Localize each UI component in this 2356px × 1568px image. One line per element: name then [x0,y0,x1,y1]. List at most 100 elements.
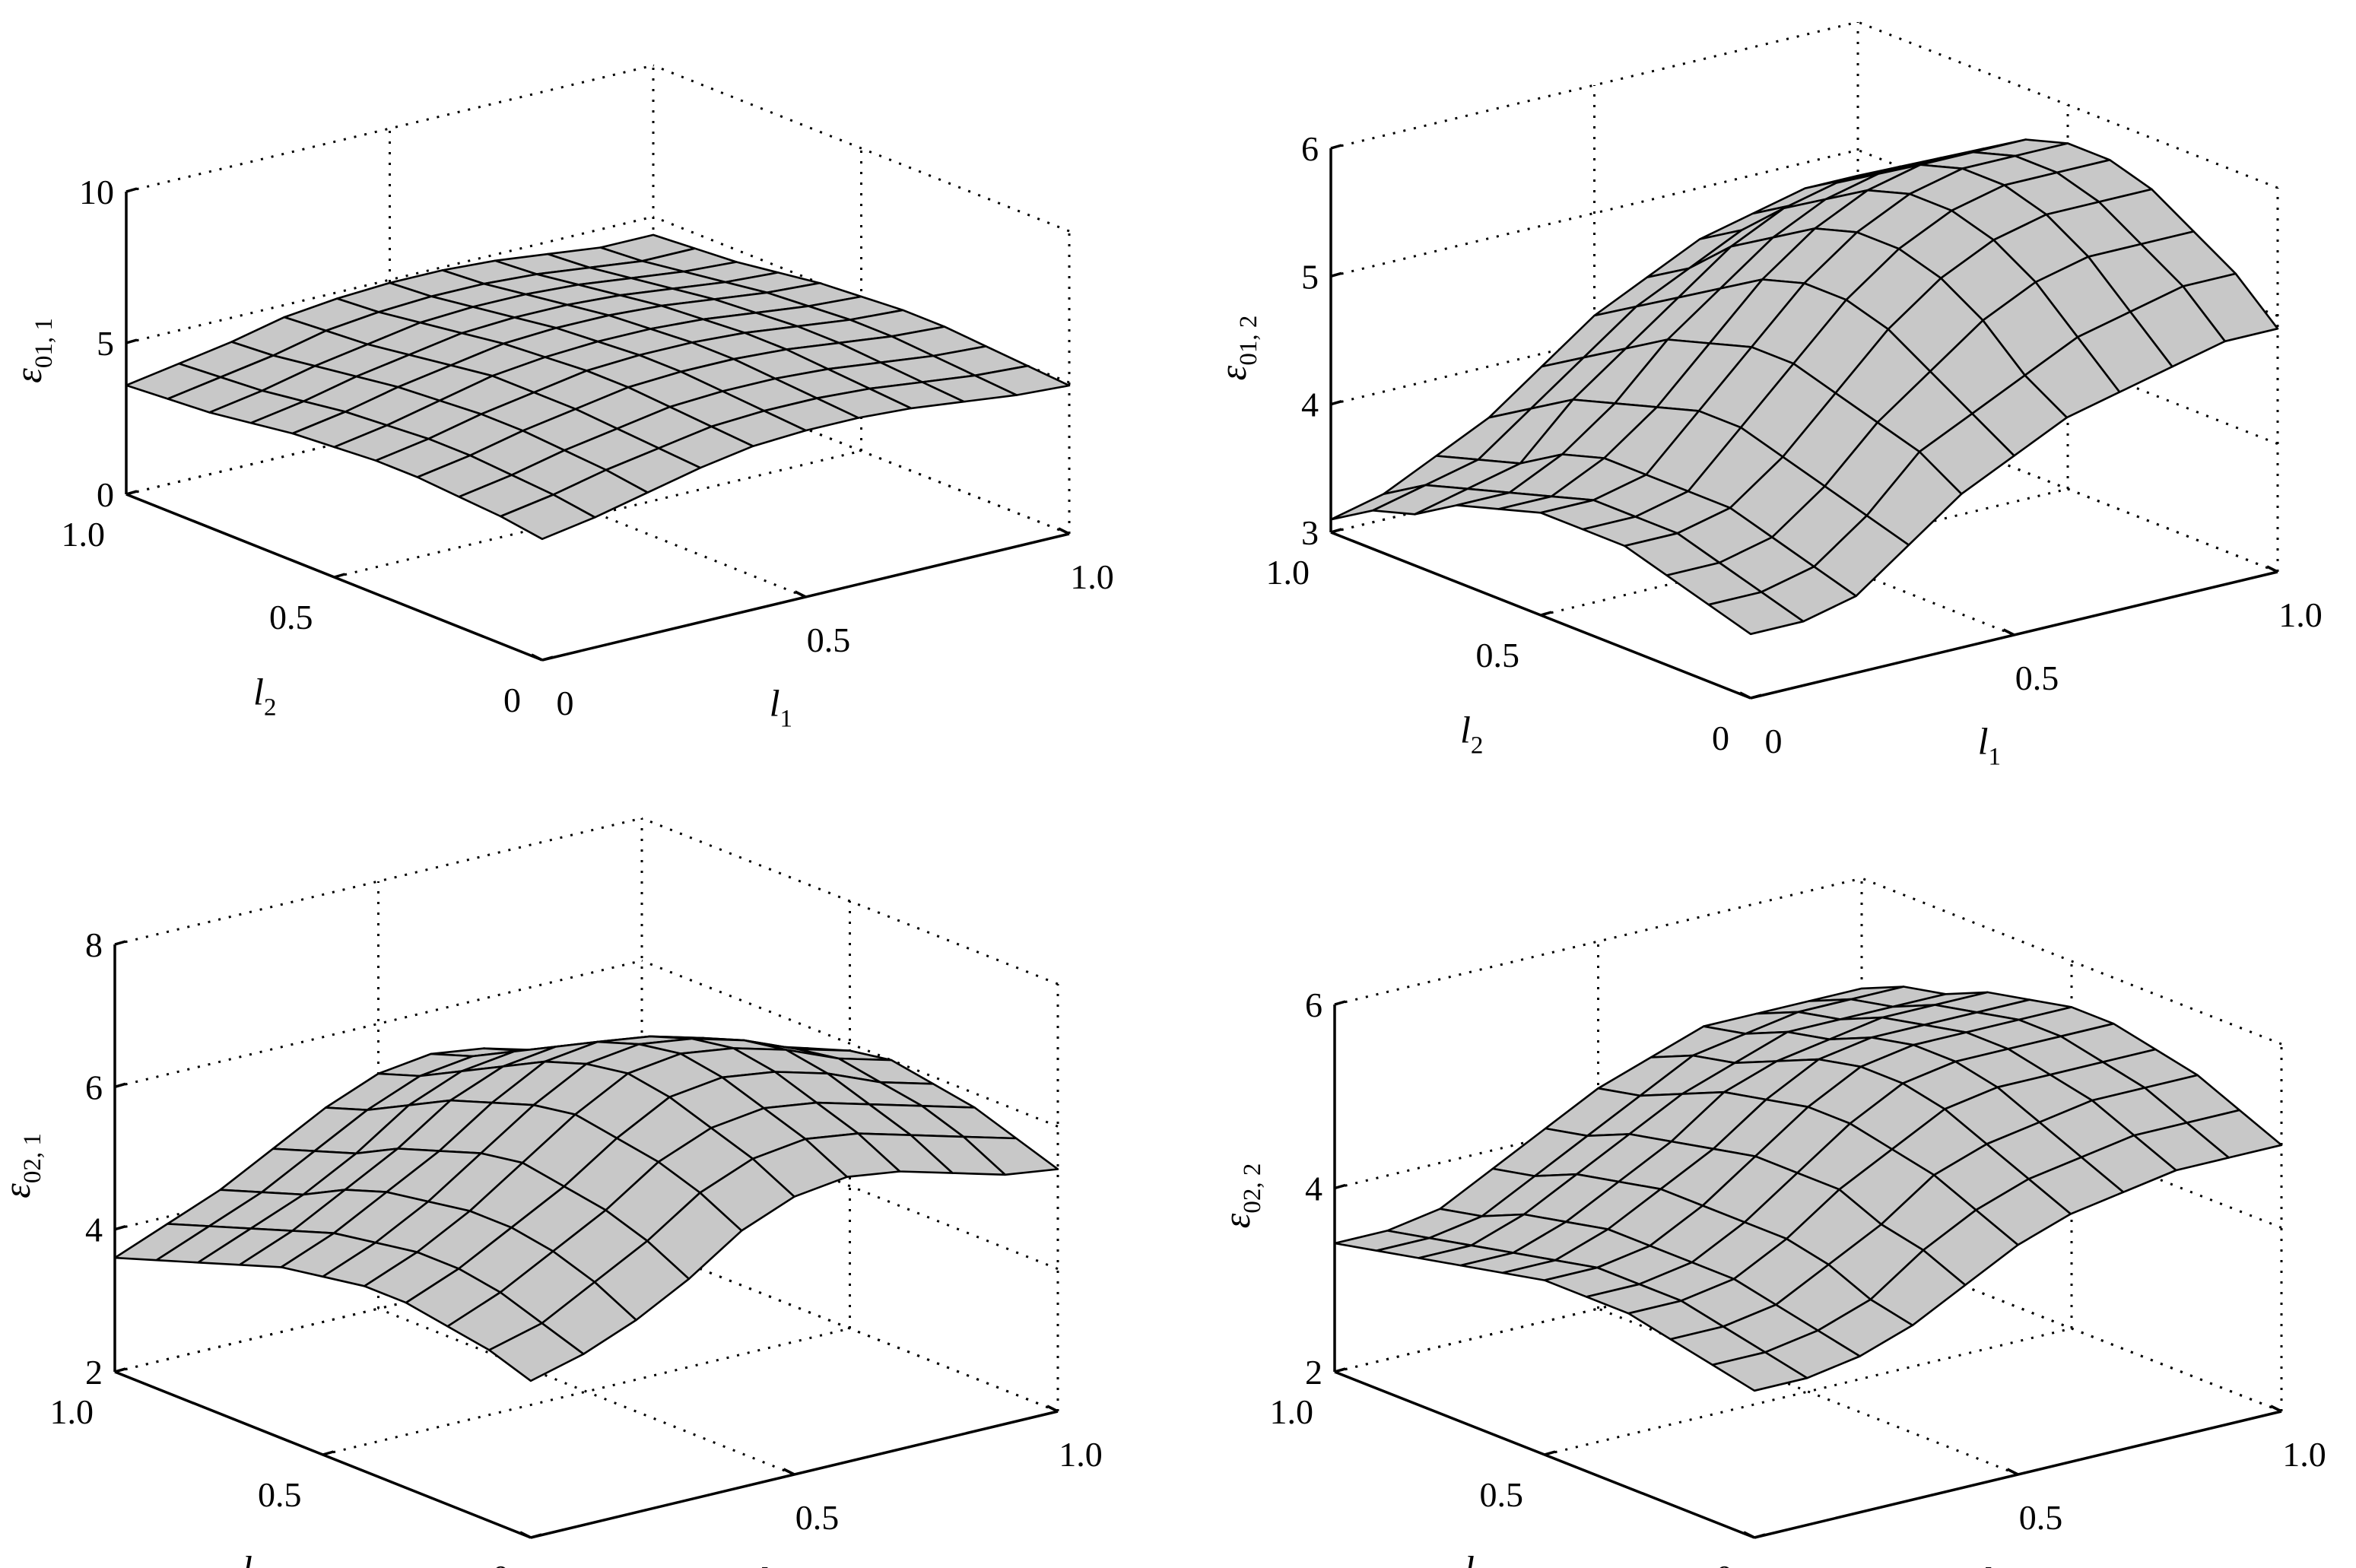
y-tick-mark [1540,611,1552,617]
z-axis-subscript: 02, 2 [1239,1163,1266,1214]
z-tick-mark [114,1224,126,1231]
y-tick-mark [1544,1450,1556,1456]
grid-line [641,1244,1059,1413]
y-axis-symbol: l [242,1547,252,1568]
grid-line [641,959,1059,1128]
z-tick-label: 2 [1305,1353,1322,1392]
grid-line [1861,1244,2282,1413]
x-axis-label: l1 [758,1559,781,1568]
y-tick-label: 1.0 [1266,553,1310,592]
x-tick-mark [1739,691,1751,700]
x-tick-mark [794,590,807,598]
y-axis-label: l2 [253,670,276,721]
x-tick-label: 0 [1765,722,1783,760]
surface-mesh [1333,986,2283,1392]
z-tick-label: 4 [1305,1170,1322,1208]
z-tick-mark [125,187,138,193]
surface-patch [1707,591,1805,636]
x-tick-mark [2002,628,2015,636]
y-tick-mark [530,1533,542,1539]
y-tick-mark [125,490,138,496]
y-tick-label: 0.5 [269,598,313,636]
y-axis-symbol: l [253,670,264,713]
x-axis-label: l1 [1978,719,2001,770]
z-tick-mark [114,1082,126,1089]
surface-patch [1711,1351,1808,1392]
z-tick-label: 5 [97,324,114,363]
y-tick-label: 0 [503,681,521,719]
z-axis-label: ε02, 1 [0,1133,46,1198]
x-tick-mark [1058,527,1070,535]
y-tick-mark [322,1450,334,1456]
grid-line [1861,877,2282,1046]
y-tick-label: 0.5 [258,1475,302,1514]
z-axis-label: ε01, 2 [1211,316,1262,381]
x-axis-symbol: l [770,681,780,724]
x-tick-mark [519,1531,532,1539]
z-axis-subscript: 01, 2 [1235,316,1262,366]
z-axis-symbol: ε [0,1183,38,1198]
y-tick-label: 0 [492,1558,510,1568]
grid-line [1857,405,2278,573]
x-axis-label: l1 [770,681,792,732]
y-tick-label: 0 [1716,1558,1733,1568]
z-axis-subscript: 02, 1 [19,1133,46,1183]
x-tick-label: 0 [557,684,574,722]
z-tick-label: 8 [85,925,103,964]
z-axis-label: ε02, 2 [1215,1163,1266,1229]
grid-line [377,1307,795,1476]
y-axis-label: l2 [1460,708,1483,759]
y-axis-subscript: 2 [1471,732,1484,759]
x-tick-label: 0 [545,1561,563,1568]
x-tick-label: 0.5 [2015,659,2059,697]
x-tick-label: 0 [1769,1561,1786,1568]
x-tick-label: 0.5 [807,621,851,659]
y-axis-subscript: 2 [264,694,277,721]
surface-plot-3: 2 4 6 8 0 0.5 1.0 0 0.5 1.0 l1 l2 ε02, 1 [0,817,1103,1568]
y-axis-symbol: l [1464,1547,1475,1568]
surface-mesh [1329,138,2279,636]
surface-mesh [113,1035,1059,1382]
y-tick-mark [334,573,345,579]
y-tick-mark [1334,1367,1346,1373]
z-tick-label: 3 [1301,513,1319,552]
z-tick-mark [1330,271,1342,278]
z-tick-mark [1330,144,1342,150]
x-axis-symbol: l [1978,719,1989,762]
z-axis-label: ε01, 1 [7,318,58,383]
grid-line [653,64,1070,233]
y-tick-mark [1754,1533,1766,1539]
y-axis-label: l2 [242,1547,265,1568]
z-tick-mark [1330,399,1342,406]
z-tick-label: 4 [85,1211,103,1249]
x-axis-subscript: 1 [780,705,793,732]
z-tick-label: 10 [79,173,114,211]
x-axis-subscript: 1 [1989,743,2002,770]
x-tick-mark [2270,1405,2282,1413]
y-tick-label: 1.0 [1270,1392,1314,1431]
surface-mesh [125,233,1071,541]
z-tick-label: 6 [85,1068,103,1106]
y-tick-label: 0.5 [1476,636,1520,674]
z-tick-label: 0 [97,475,114,514]
x-axis-symbol: l [758,1559,769,1568]
x-tick-label: 1.0 [2278,595,2323,634]
y-tick-label: 0.5 [1480,1475,1524,1514]
x-tick-mark [783,1468,795,1476]
z-tick-mark [114,940,126,946]
y-tick-label: 0 [1712,719,1729,757]
z-tick-label: 5 [1301,257,1319,296]
surface-patch [487,1322,585,1382]
y-tick-mark [541,655,554,662]
z-axis-symbol: ε [1215,1213,1258,1228]
x-tick-label: 1.0 [2282,1435,2326,1474]
surface-plot-4: 2 4 6 0 0.5 1.0 0 0.5 1.0 l1 l2 ε02, 2 [1215,877,2326,1568]
z-tick-mark [1334,1000,1346,1006]
x-tick-label: 0.5 [2019,1498,2063,1537]
grid-line [1597,1307,2019,1476]
z-tick-label: 4 [1301,386,1319,424]
y-tick-label: 1.0 [62,515,106,554]
